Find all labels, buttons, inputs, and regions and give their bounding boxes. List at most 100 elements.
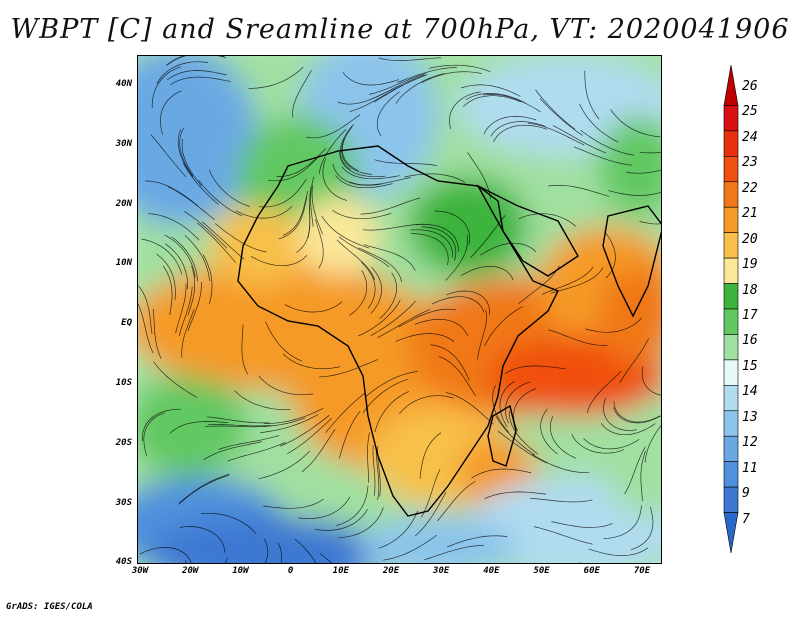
streamline — [601, 423, 656, 436]
streamline — [248, 66, 304, 89]
colorbar-label: 21 — [742, 206, 758, 222]
streamline — [377, 309, 430, 339]
streamline — [311, 184, 323, 235]
colorbar-label: 19 — [742, 257, 758, 273]
colorbar-label: 26 — [742, 79, 758, 94]
streamline — [378, 510, 419, 549]
streamline — [241, 324, 249, 375]
streamline — [446, 290, 490, 315]
streamline — [641, 366, 661, 396]
lon-label: 70E — [633, 566, 651, 576]
streamline — [504, 365, 566, 375]
streamline — [535, 89, 576, 130]
colorbar-label: 9 — [742, 486, 750, 502]
colorbar-label: 20 — [742, 231, 758, 247]
streamline — [367, 432, 370, 483]
streamline — [429, 64, 491, 73]
streamline — [207, 416, 270, 424]
streamline — [552, 125, 607, 154]
colorbar-swatch — [723, 257, 739, 284]
streamline — [603, 505, 642, 539]
streamline — [258, 375, 314, 396]
lat-label: 40S — [115, 557, 132, 568]
streamline — [548, 329, 608, 346]
streamline — [196, 222, 237, 264]
streamline — [279, 414, 330, 447]
streamline — [398, 308, 457, 328]
streamline — [235, 206, 293, 219]
streamline — [296, 205, 311, 253]
streamline — [508, 411, 539, 455]
streamline — [322, 158, 347, 201]
streamline — [445, 234, 468, 281]
streamline — [357, 299, 401, 337]
streamline — [483, 94, 541, 113]
streamline — [378, 57, 442, 61]
streamline — [588, 547, 649, 556]
streamline — [227, 441, 286, 462]
streamline — [626, 169, 661, 174]
colorbar-label: 14 — [742, 384, 758, 400]
streamline — [234, 390, 291, 411]
streamline — [198, 179, 243, 217]
streamline — [258, 450, 311, 480]
streamline — [358, 247, 403, 283]
streamline — [460, 84, 521, 97]
colorbar-swatch — [723, 486, 739, 513]
colorbar-swatch — [723, 105, 739, 132]
map-title: WBPT [C] and Sreamline at 700hPa, VT: 20… — [10, 14, 790, 45]
streamline — [375, 449, 380, 501]
streamline — [471, 468, 532, 479]
wbpt-color-field — [138, 56, 661, 563]
streamline — [162, 265, 173, 315]
streamline — [499, 381, 515, 428]
streamline — [143, 412, 165, 457]
streamline — [465, 93, 525, 103]
streamline — [294, 538, 317, 563]
streamline — [434, 210, 471, 245]
lat-label: 30S — [115, 497, 132, 508]
streamline — [437, 481, 476, 522]
lat-label: 10N — [115, 258, 132, 269]
colorbar-label: 11 — [742, 460, 758, 476]
grads-credit: GrADS: IGES/COLA — [6, 602, 93, 612]
streamline — [548, 184, 610, 197]
lon-label: 10E — [332, 566, 349, 576]
streamline — [369, 73, 427, 95]
streamline — [177, 129, 194, 178]
colorbar-swatch — [723, 283, 739, 310]
streamline — [370, 300, 416, 337]
streamline — [374, 391, 409, 433]
streamline — [364, 371, 418, 398]
colorbar-label: 15 — [742, 358, 758, 374]
streamline — [336, 485, 369, 526]
streamline — [613, 401, 660, 423]
lat-label: 20S — [115, 437, 132, 448]
streamline — [495, 415, 536, 456]
streamline — [363, 244, 416, 271]
streamline — [153, 361, 198, 398]
streamline — [170, 76, 231, 86]
colorbar-swatch — [723, 359, 739, 386]
streamline — [292, 69, 312, 118]
streamline — [528, 122, 585, 146]
streamline — [277, 542, 283, 563]
colorbar-swatch — [723, 156, 739, 183]
streamline — [338, 507, 384, 538]
streamline — [209, 169, 250, 207]
streamline — [608, 190, 661, 196]
streamline — [476, 309, 487, 360]
streamline — [178, 286, 193, 337]
streamline — [349, 84, 404, 112]
streamline — [497, 431, 547, 464]
streamline — [160, 90, 182, 135]
streamline — [167, 186, 216, 221]
streamline — [141, 238, 183, 275]
streamline — [342, 71, 400, 86]
lon-label: 10W — [232, 566, 249, 576]
streamline — [263, 538, 269, 563]
streamline — [414, 492, 447, 537]
streamline — [370, 266, 382, 314]
streamline — [484, 491, 547, 499]
